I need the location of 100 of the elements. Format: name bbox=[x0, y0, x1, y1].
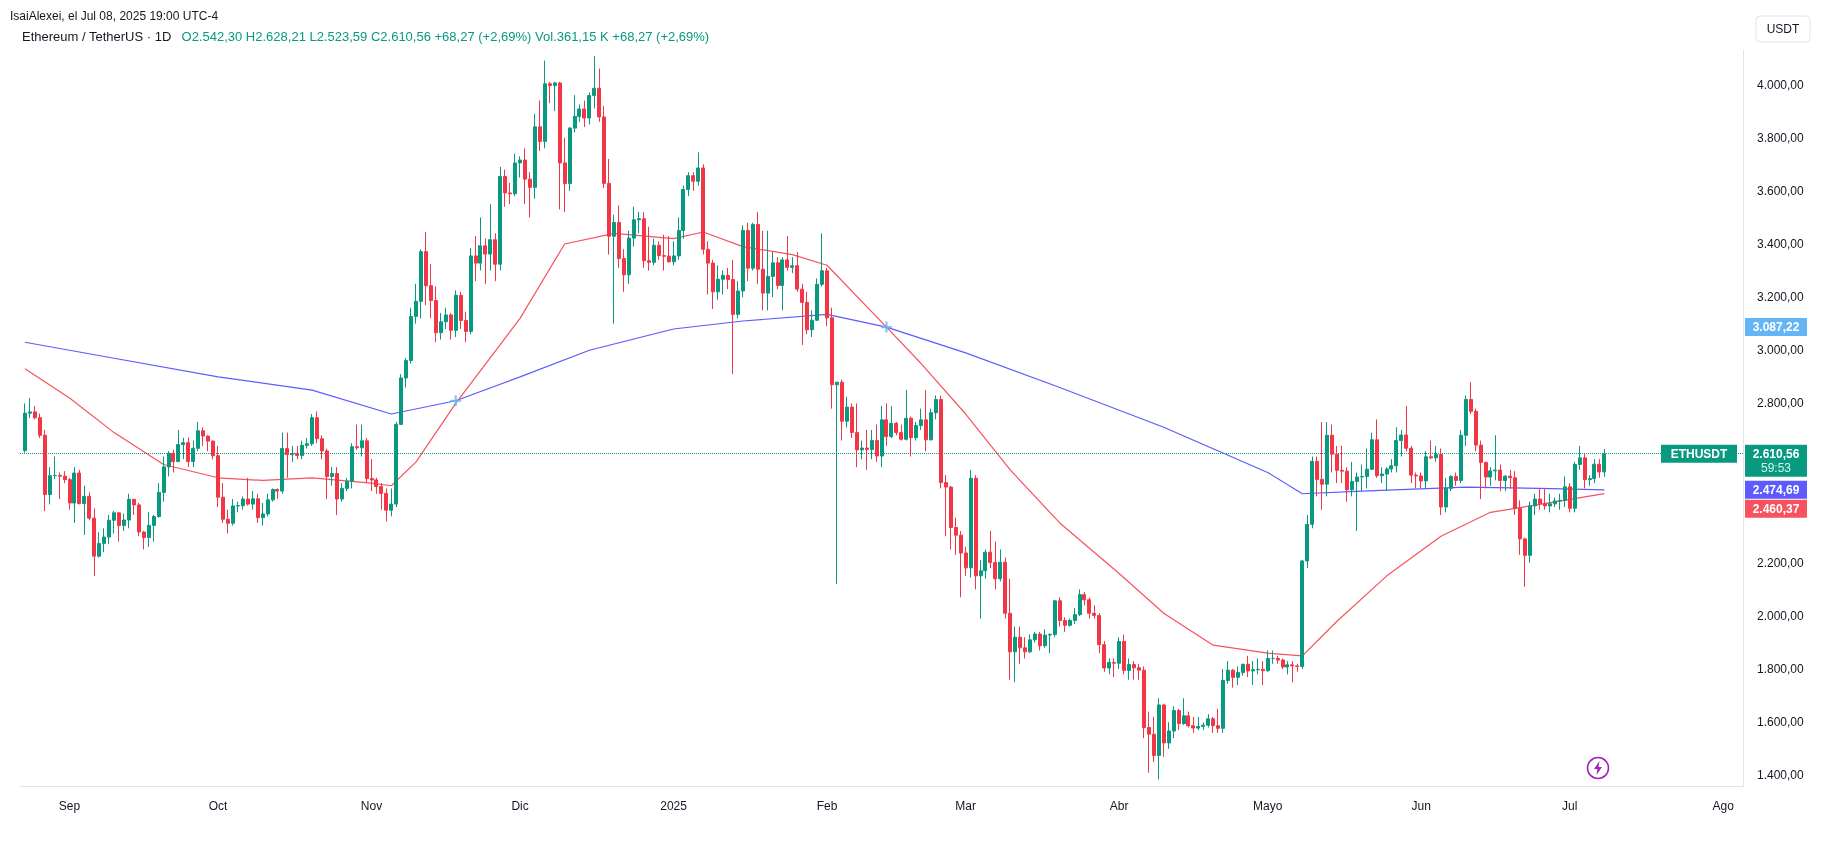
candlestick bbox=[845, 396, 849, 428]
y-tick-label: 3.800,00 bbox=[1757, 130, 1805, 145]
candlestick bbox=[469, 247, 473, 335]
candlestick bbox=[533, 113, 537, 200]
candlestick bbox=[498, 166, 502, 272]
candlestick bbox=[904, 389, 908, 442]
candlestick bbox=[1177, 708, 1181, 731]
candlestick bbox=[1583, 453, 1587, 489]
y-tick-label: 1.800,00 bbox=[1757, 662, 1805, 677]
text: USDT bbox=[1766, 22, 1800, 36]
y-tick-label: 1.600,00 bbox=[1757, 715, 1805, 730]
y-tick-label: 1.400,00 bbox=[1757, 768, 1805, 783]
candlestick bbox=[474, 235, 478, 282]
candlestick bbox=[1157, 697, 1161, 780]
candlestick bbox=[117, 511, 121, 543]
candlestick bbox=[493, 232, 497, 282]
candlestick bbox=[186, 436, 190, 468]
candlestick bbox=[998, 549, 1002, 582]
candlestick bbox=[1592, 458, 1596, 484]
chart-title: Ethereum / TetherUS · 1D bbox=[22, 29, 172, 44]
text: IsaiAlexei, el Jul 08, 2025 19:00 UTC-4 bbox=[10, 9, 219, 23]
x-tick-label: Feb bbox=[816, 799, 838, 813]
candlestick bbox=[77, 469, 81, 505]
candlestick bbox=[1162, 703, 1166, 758]
candlestick bbox=[1271, 649, 1275, 665]
line-series bbox=[24, 231, 1605, 657]
candlestick bbox=[1266, 649, 1270, 673]
chart-subtitle: O2.542,30 H2.628,21 L2.523,59 C2.610,56 +68,27 (+2,69%) Vol.361,15 K +68,27 (+2,69%) bbox=[181, 29, 710, 44]
candlestick bbox=[612, 214, 616, 325]
candlestick bbox=[548, 81, 552, 104]
candlestick bbox=[776, 256, 780, 290]
x-tick-label: 2025 bbox=[660, 799, 688, 813]
candlestick bbox=[1013, 626, 1017, 683]
candlestick bbox=[1246, 655, 1250, 678]
candlestick bbox=[449, 312, 453, 341]
y-tick-label: 3.000,00 bbox=[1757, 343, 1805, 358]
text: 59:53 bbox=[1760, 460, 1792, 475]
x-tick-label: Abr bbox=[1109, 799, 1129, 813]
x-tick-label: Mayo bbox=[1253, 799, 1283, 813]
candlestick bbox=[1454, 471, 1458, 487]
ref-line-label: ETHUSDT bbox=[1670, 446, 1728, 461]
text: 2.474,69 bbox=[1752, 482, 1800, 497]
y-tick-label: 3.400,00 bbox=[1757, 236, 1805, 251]
x-tick-label: Oct bbox=[208, 799, 229, 813]
candlestick bbox=[790, 256, 794, 274]
candlestick bbox=[246, 477, 250, 507]
text: 3.087,22 bbox=[1752, 320, 1800, 335]
candlestick bbox=[1597, 458, 1601, 479]
candlestick bbox=[72, 466, 76, 524]
y-tick-label: 3.200,00 bbox=[1757, 290, 1805, 305]
candlestick bbox=[909, 416, 913, 458]
candlestick bbox=[251, 490, 255, 511]
line-series bbox=[24, 313, 1605, 495]
candlestick bbox=[1375, 418, 1379, 479]
x-tick-label: Jun bbox=[1411, 799, 1431, 813]
candlestick bbox=[785, 235, 789, 272]
candlestick bbox=[1231, 668, 1235, 689]
candlestick bbox=[285, 432, 289, 479]
candlestick bbox=[538, 99, 542, 152]
candlestick bbox=[478, 216, 482, 272]
candlestick bbox=[335, 466, 339, 516]
candlestick bbox=[1117, 636, 1121, 670]
candlestick bbox=[1261, 660, 1265, 686]
candlestick bbox=[865, 429, 869, 471]
candlestick bbox=[889, 405, 893, 439]
candlestick bbox=[1429, 440, 1433, 460]
text: 2.610,56 bbox=[1752, 446, 1800, 461]
candlestick bbox=[488, 203, 492, 272]
candlestick bbox=[82, 485, 86, 536]
candlestick bbox=[1182, 697, 1186, 726]
candlestick bbox=[746, 222, 750, 282]
x-tick-label: Nov bbox=[360, 799, 383, 813]
x-tick-label: Sep bbox=[58, 799, 81, 813]
candlestick bbox=[924, 389, 928, 452]
candlestick bbox=[256, 493, 260, 524]
candlestick bbox=[1107, 657, 1111, 675]
candlestick bbox=[780, 256, 784, 311]
y-tick-label: 2.800,00 bbox=[1757, 396, 1805, 411]
candlestick bbox=[691, 171, 695, 192]
candlestick bbox=[884, 402, 888, 447]
y-tick-label: 3.600,00 bbox=[1757, 183, 1805, 198]
candlestick bbox=[1285, 660, 1289, 675]
x-tick-label: Ago bbox=[1712, 799, 1735, 813]
candlestick bbox=[1112, 657, 1116, 678]
candlestick bbox=[553, 81, 557, 112]
candlestick bbox=[355, 424, 359, 451]
candlestick bbox=[840, 378, 844, 442]
candlestick bbox=[295, 445, 299, 460]
candlestick bbox=[275, 487, 279, 500]
candlestick bbox=[969, 469, 973, 578]
candlestick bbox=[543, 60, 547, 149]
candlestick bbox=[1498, 464, 1502, 492]
candlestick bbox=[582, 99, 586, 128]
x-tick-label: Mar bbox=[955, 799, 977, 813]
candlestick bbox=[1038, 631, 1042, 651]
candlestick bbox=[1439, 448, 1443, 516]
candlestick bbox=[875, 424, 879, 463]
candlestick bbox=[652, 238, 656, 266]
y-tick-label: 4.000,00 bbox=[1757, 77, 1805, 92]
candlestick bbox=[483, 238, 487, 285]
